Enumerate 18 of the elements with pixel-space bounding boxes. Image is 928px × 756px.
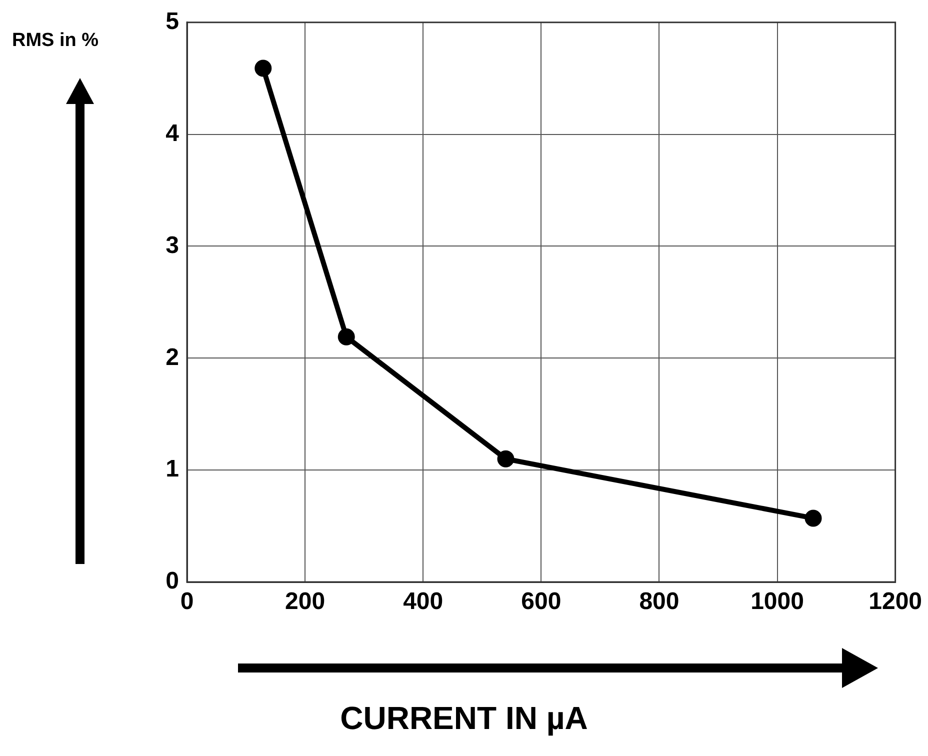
point (804, 510, 822, 527)
y-axis-title: RMS in % (12, 30, 99, 52)
x-tick-label: 200 (285, 588, 326, 616)
y-tick-label: 2 (166, 344, 179, 371)
x-tick-label: 800 (639, 588, 680, 616)
point (254, 60, 272, 77)
y-tick-label: 0 (166, 568, 179, 595)
point (338, 328, 355, 346)
x-tick-label: 600 (521, 588, 562, 616)
y-tick-label: 4 (166, 120, 180, 147)
y-tick-label: 1 (166, 456, 179, 483)
y-tick-label: 3 (166, 232, 179, 259)
x-tick-label: 400 (403, 588, 444, 616)
x-axis-title: CURRENT IN µA (339, 700, 589, 737)
point (497, 450, 514, 468)
y-tick-label: 5 (166, 8, 179, 36)
x-tick-label: 1000 (750, 588, 804, 616)
x-tick-label: 1200 (868, 588, 922, 616)
